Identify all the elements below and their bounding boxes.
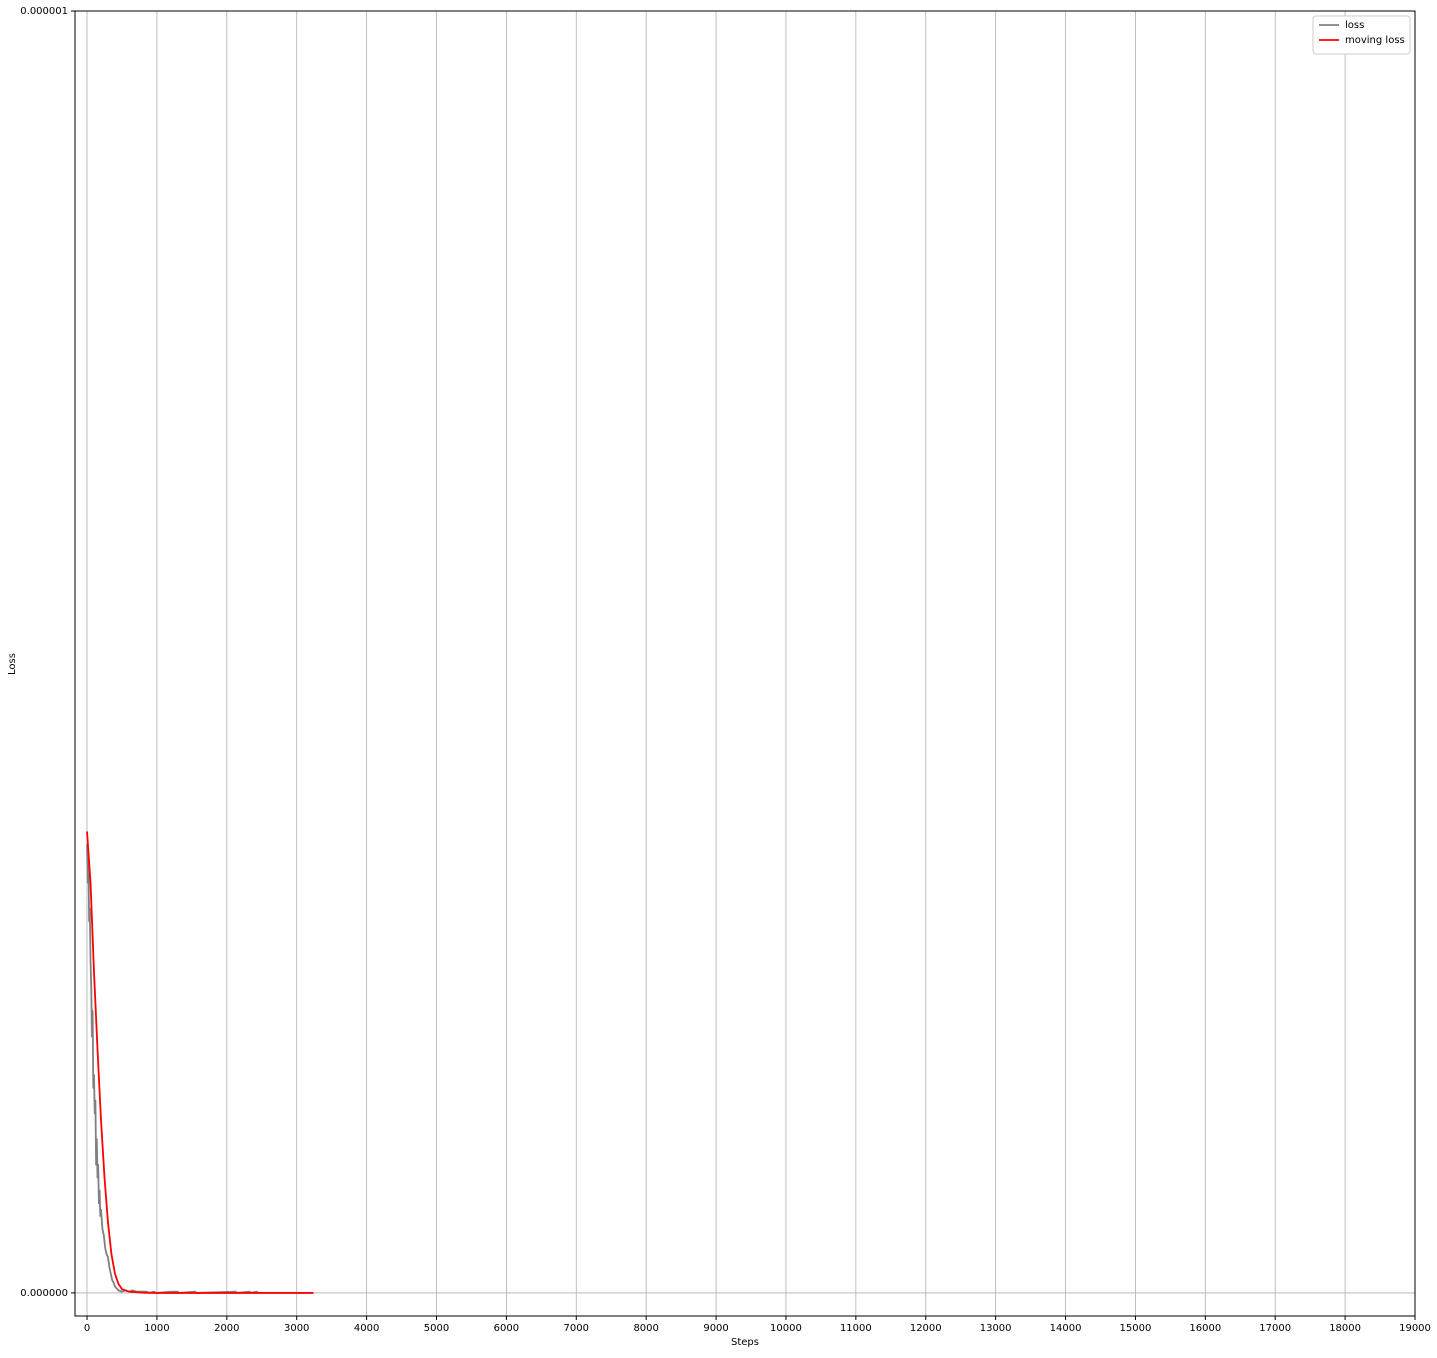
x-tick-label: 6000: [494, 1323, 519, 1334]
x-tick-label: 19000: [1399, 1323, 1431, 1334]
x-tick-label: 15000: [1120, 1323, 1152, 1334]
x-tick-label: 7000: [564, 1323, 589, 1334]
x-tick-label: 1000: [144, 1323, 169, 1334]
x-tick-label: 5000: [424, 1323, 449, 1334]
y-tick-label: 0.000001: [20, 6, 68, 17]
x-tick-label: 18000: [1329, 1323, 1361, 1334]
x-tick-label: 0: [84, 1323, 90, 1334]
x-tick-label: 12000: [910, 1323, 942, 1334]
x-tick-label: 2000: [214, 1323, 239, 1334]
plot-area: [75, 11, 1415, 1316]
x-tick-label: 13000: [980, 1323, 1012, 1334]
legend-label: loss: [1345, 20, 1364, 31]
x-tick-label: 4000: [354, 1323, 379, 1334]
x-tick-label: 3000: [284, 1323, 309, 1334]
x-tick-label: 11000: [840, 1323, 872, 1334]
x-tick-label: 16000: [1189, 1323, 1221, 1334]
line-series: [86, 831, 314, 1294]
y-tick-label: 0.000000: [20, 1288, 68, 1299]
x-tick-label: 14000: [1050, 1323, 1082, 1334]
plot-frame: [74, 10, 1416, 1317]
x-tick-label: 10000: [770, 1323, 802, 1334]
y-axis-label: Loss: [7, 653, 18, 675]
x-tick-label: 9000: [703, 1323, 728, 1334]
x-tick-label: 8000: [633, 1323, 658, 1334]
legend-label: moving loss: [1345, 35, 1405, 46]
x-axis-label: Steps: [731, 1337, 759, 1348]
x-tick-label: 17000: [1259, 1323, 1291, 1334]
